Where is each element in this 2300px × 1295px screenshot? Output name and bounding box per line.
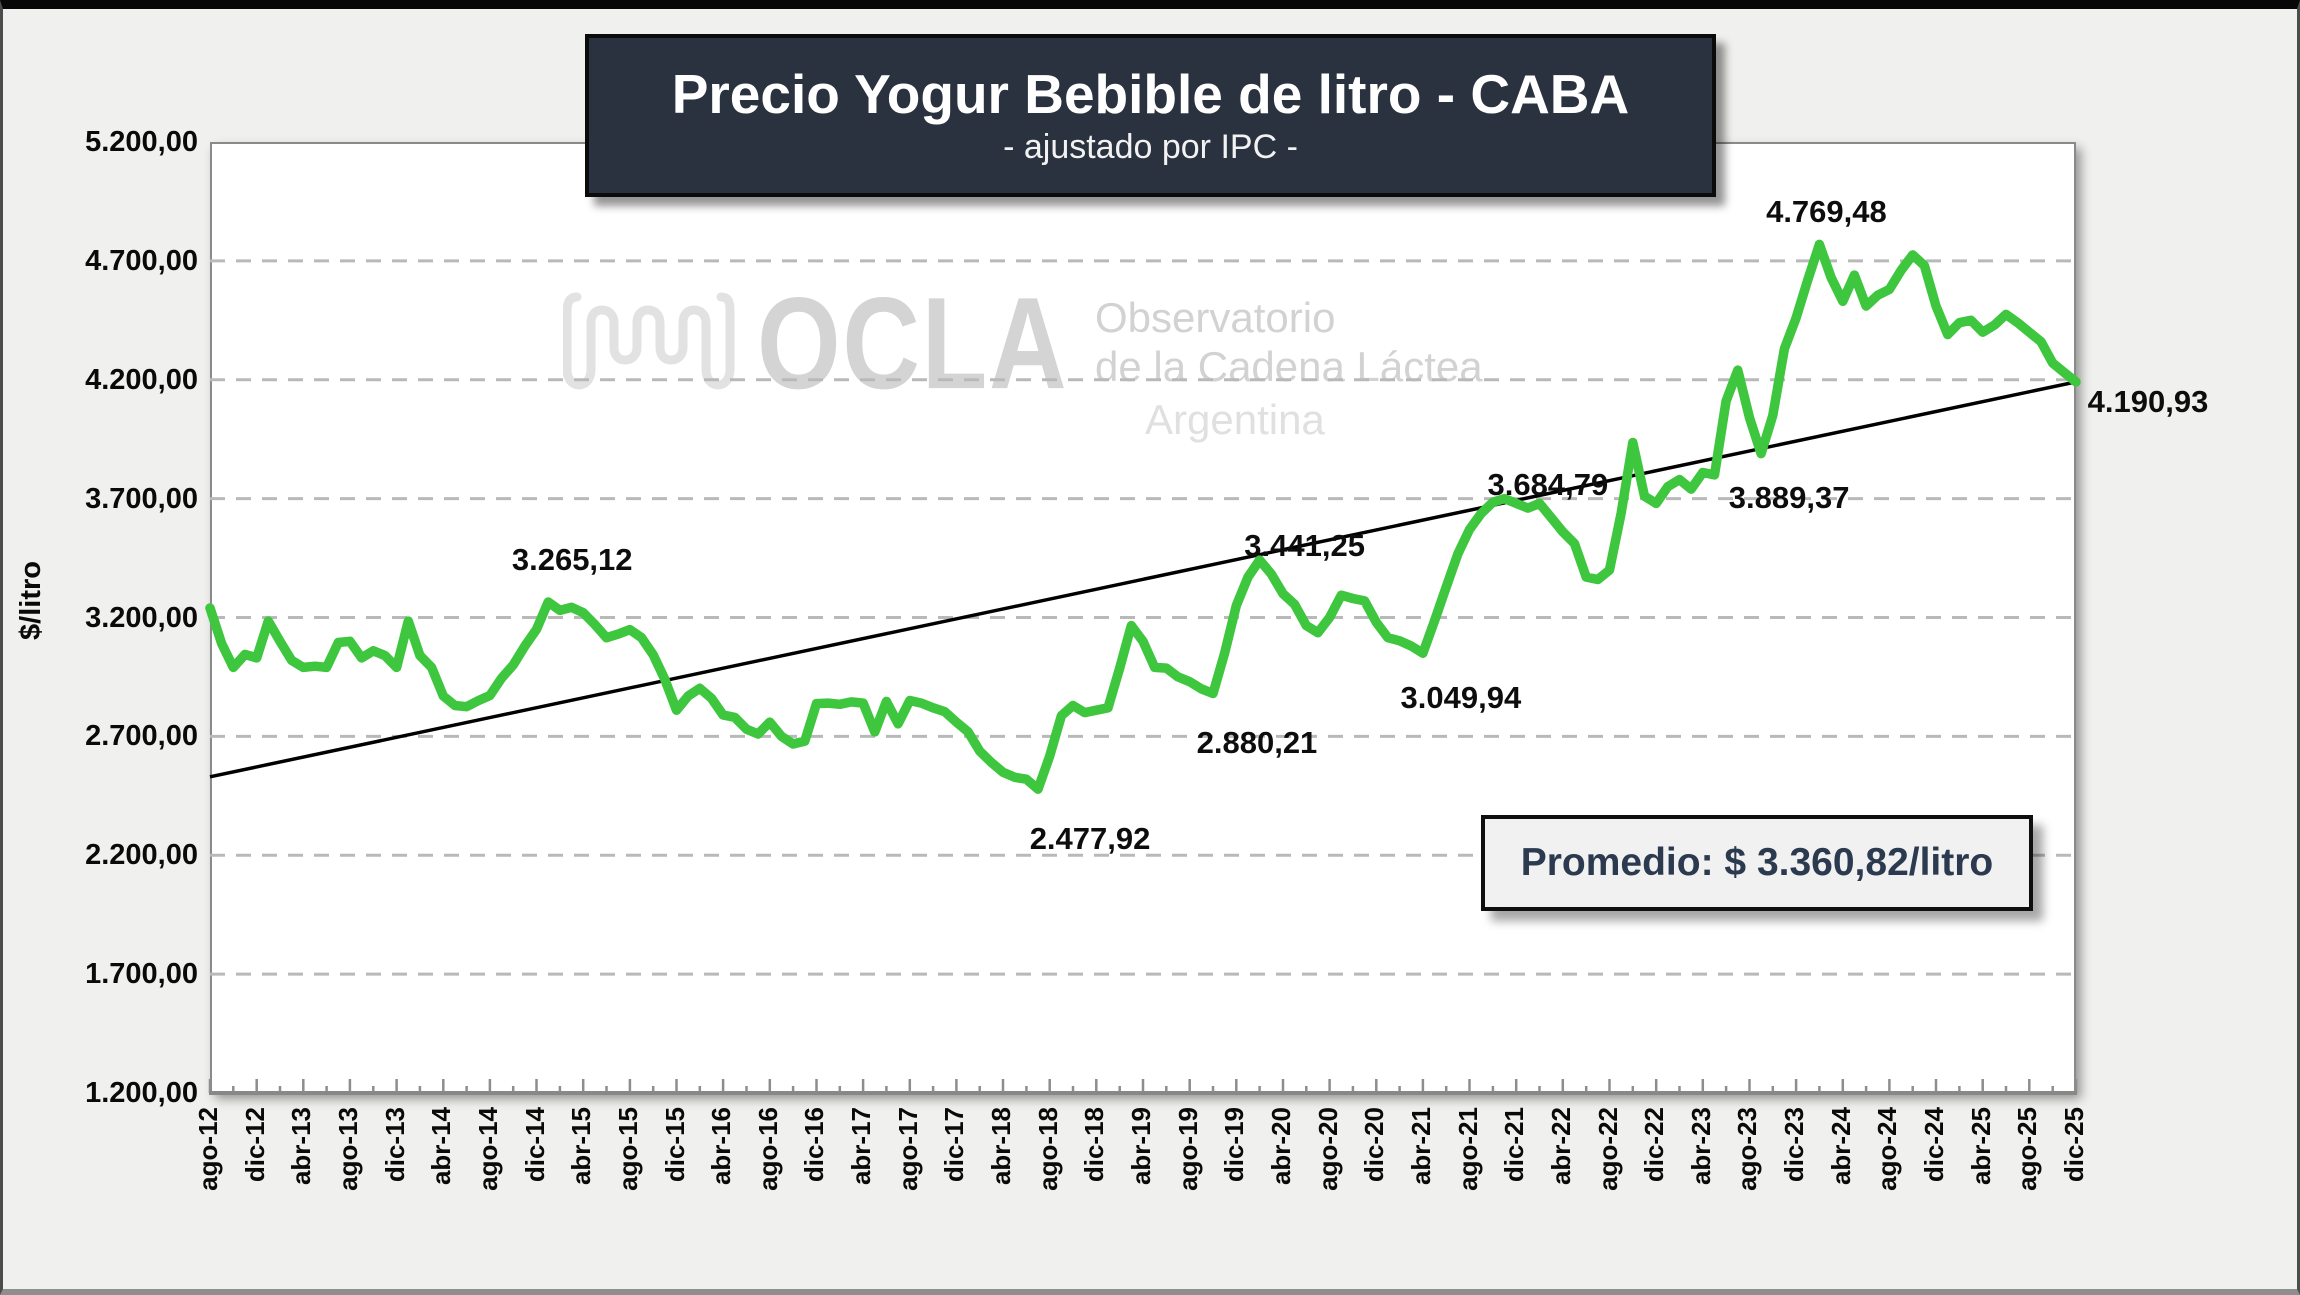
x-tick-label: ago-24	[1872, 1107, 1903, 1191]
y-tick-label: 2.700,00	[85, 720, 198, 753]
x-tick-label: ago-18	[1032, 1107, 1063, 1191]
x-tick-label: ago-25	[2012, 1107, 2043, 1191]
x-tick-label: ago-14	[472, 1107, 503, 1191]
x-tick-label: dic-25	[2059, 1107, 2089, 1183]
x-tick-label: dic-13	[379, 1107, 410, 1183]
data-label: 4.769,48	[1766, 194, 1887, 230]
average-callout-box: Promedio: $ 3.360,82/litro	[1481, 815, 2033, 911]
x-tick-label: abr-24	[1825, 1107, 1856, 1186]
data-label: 3.265,12	[511, 542, 633, 578]
plot-area	[210, 142, 2076, 1093]
x-tick-label: ago-20	[1312, 1107, 1343, 1191]
data-label: 3.049,94	[1400, 680, 1522, 716]
x-tick-label: dic-17	[939, 1107, 970, 1183]
y-tick-label: 4.700,00	[85, 244, 198, 277]
y-tick-label: 2.200,00	[85, 839, 198, 872]
x-tick-label: ago-16	[752, 1107, 783, 1191]
x-tick-label: ago-21	[1452, 1107, 1483, 1191]
average-value: Promedio: $ 3.360,82/litro	[1520, 841, 1994, 884]
y-tick-label: 5.200,00	[85, 126, 198, 158]
x-tick-label: abr-19	[1126, 1107, 1156, 1186]
x-tick-label: abr-14	[426, 1107, 457, 1186]
x-tick-label: dic-19	[1219, 1107, 1250, 1183]
x-tick-label: abr-25	[1965, 1107, 1996, 1186]
x-tick-label: ago-13	[332, 1107, 363, 1191]
data-label: 2.477,92	[1029, 821, 1151, 857]
x-tick-label: ago-19	[1172, 1107, 1203, 1191]
milk-wave-icon	[563, 292, 735, 390]
x-tick-label: dic-22	[1639, 1107, 1670, 1183]
data-label: 3.441,25	[1244, 528, 1365, 564]
x-tick-label: abr-20	[1265, 1107, 1296, 1186]
x-tick-label: ago-23	[1732, 1107, 1763, 1191]
x-tick-label: abr-18	[986, 1107, 1017, 1186]
ocla-wordmark: OCLA	[757, 270, 1069, 417]
y-tick-label: 3.700,00	[85, 482, 198, 515]
x-tick-label: abr-17	[846, 1107, 877, 1186]
x-tick-label: ago-15	[612, 1107, 643, 1191]
data-label: 4.190,93	[2087, 383, 2209, 419]
data-label: 3.684,79	[1487, 467, 1609, 503]
x-tick-label: dic-15	[659, 1107, 690, 1183]
y-tick-label: 3.200,00	[85, 601, 198, 634]
x-tick-label: dic-23	[1779, 1107, 1810, 1183]
data-label: 2.880,21	[1196, 724, 1318, 760]
x-tick-label: abr-13	[286, 1107, 317, 1186]
org-name-line1: Observatorio	[1095, 294, 1336, 341]
x-tick-label: ago-12	[193, 1107, 223, 1191]
y-tick-label: 4.200,00	[85, 363, 198, 396]
y-axis-title: $/litro	[15, 561, 47, 640]
x-tick-label: dic-24	[1919, 1107, 1950, 1183]
chart-subtitle: - ajustado por IPC -	[1003, 128, 1298, 166]
chart-title-box: Precio Yogur Bebible de litro - CABA - a…	[585, 34, 1716, 197]
chart-title: Precio Yogur Bebible de litro - CABA	[671, 63, 1630, 125]
y-tick-label: 1.200,00	[85, 1077, 198, 1109]
x-tick-label: dic-12	[239, 1107, 270, 1183]
org-name-line3: Argentina	[1145, 396, 1325, 443]
org-name-line2: de la Cadena Láctea	[1095, 343, 1483, 390]
x-tick-label: dic-18	[1079, 1107, 1110, 1183]
x-tick-label: ago-17	[892, 1107, 923, 1191]
data-label: 3.889,37	[1728, 479, 1850, 515]
x-tick-label: dic-16	[799, 1107, 830, 1183]
x-tick-label: abr-23	[1685, 1107, 1716, 1186]
x-tick-label: dic-21	[1499, 1107, 1530, 1183]
x-tick-label: abr-22	[1545, 1107, 1576, 1186]
x-tick-label: abr-16	[706, 1107, 737, 1186]
x-tick-label: abr-21	[1405, 1107, 1436, 1186]
x-tick-label: dic-20	[1359, 1107, 1390, 1183]
x-tick-label: dic-14	[519, 1107, 550, 1183]
x-tick-label: ago-22	[1592, 1107, 1623, 1191]
y-tick-label: 1.700,00	[85, 958, 198, 991]
x-tick-label: abr-15	[566, 1107, 597, 1186]
